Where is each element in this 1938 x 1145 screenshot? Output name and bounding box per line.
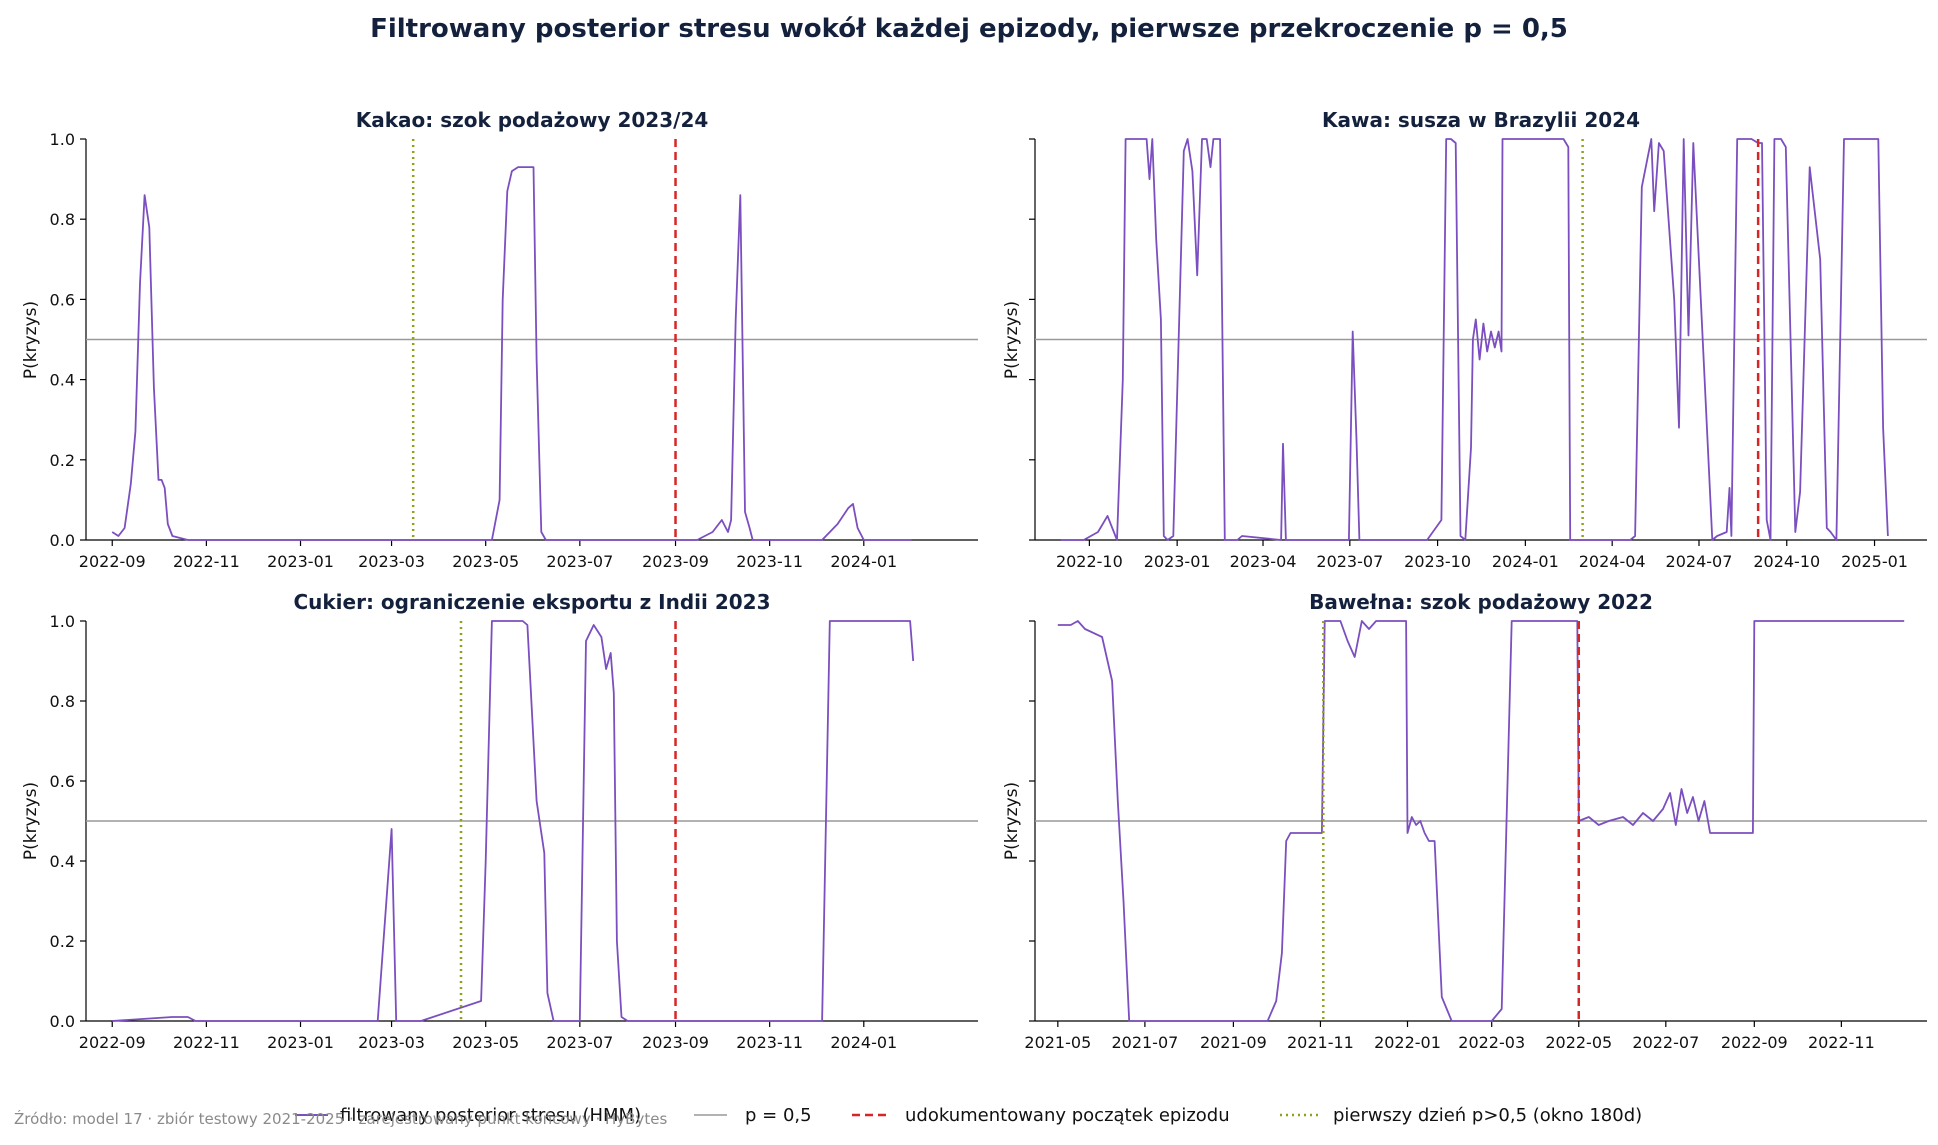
x-tick-label: 2023-09 [642,1033,709,1052]
x-tick-label: 2022-07 [1632,1033,1699,1052]
x-tick-label: 2023-03 [358,1033,425,1052]
x-tick-label: 2024-01 [830,552,897,571]
panel-cukier: Cukier: ograniczenie eksportu z Indii 20… [21,590,978,1052]
x-tick-label: 2023-10 [1404,552,1471,571]
x-tick-label: 2023-05 [452,552,519,571]
y-axis-label: P(kryzys) [21,782,41,860]
posterior-line [112,620,915,1022]
legend-label-first-cross: pierwszy dzień p>0,5 (okno 180d) [1333,1105,1642,1126]
legend-label-posterior: filtrowany posterior stresu (HMM) [340,1105,641,1126]
panel-title: Bawełna: szok podażowy 2022 [1309,590,1653,614]
x-tick-label: 2024-04 [1579,552,1646,571]
x-tick-label: 2023-09 [642,552,709,571]
x-tick-label: 2023-07 [546,552,613,571]
figure-title: Filtrowany posterior stresu wokół każdej… [370,14,1568,44]
posterior-line [1060,138,1889,541]
x-tick-label: 2022-09 [79,1033,146,1052]
x-tick-label: 2021-11 [1287,1033,1354,1052]
y-tick-label: 0.0 [50,531,75,550]
panel-title: Kakao: szok podażowy 2023/24 [356,108,709,132]
x-tick-label: 2022-11 [1808,1033,1875,1052]
x-tick-label: 2023-11 [736,552,803,571]
x-tick-label: 2022-09 [1721,1033,1788,1052]
panel-kawa: Kawa: susza w Brazylii 2024 P(kryzys) 20… [1002,108,1927,571]
x-tick-label: 2024-10 [1753,552,1820,571]
x-tick-label: 2021-09 [1200,1033,1267,1052]
x-tick-label: 2023-04 [1230,552,1297,571]
legend: filtrowany posterior stresu (HMM) p = 0,… [295,1105,1642,1126]
y-tick-label: 1.0 [50,130,75,149]
x-tick-label: 2023-01 [267,552,334,571]
legend-label-threshold: p = 0,5 [745,1105,812,1126]
x-tick-label: 2022-03 [1458,1033,1525,1052]
y-axis-label: P(kryzys) [21,301,41,379]
x-tick-label: 2023-05 [452,1033,519,1052]
y-axis-label: P(kryzys) [1002,301,1022,379]
x-tick-label: 2021-07 [1111,1033,1178,1052]
x-tick-label: 2023-01 [267,1033,334,1052]
x-tick-label: 2024-01 [1492,552,1559,571]
source-note: Źródło: model 17 · zbiór testowy 2021-20… [14,1109,667,1128]
x-tick-label: 2023-07 [546,1033,613,1052]
x-tick-label: 2023-07 [1316,552,1383,571]
panel-bawelna: Bawełna: szok podażowy 2022 P(kryzys) 20… [1002,590,1927,1052]
x-tick-label: 2023-11 [736,1033,803,1052]
panel-kakao: Kakao: szok podażowy 2023/24 P(kryzys) 0… [21,108,978,571]
y-tick-label: 0.6 [50,290,75,309]
y-tick-label: 0.4 [50,852,75,871]
x-tick-label: 2025-01 [1841,552,1908,571]
panel-title: Kawa: susza w Brazylii 2024 [1322,108,1640,132]
x-tick-label: 2024-01 [830,1033,897,1052]
x-tick-label: 2022-09 [79,552,146,571]
y-tick-label: 0.8 [50,692,75,711]
posterior-line [111,166,912,541]
x-tick-label: 2022-01 [1374,1033,1441,1052]
x-tick-label: 2023-01 [1144,552,1211,571]
x-tick-label: 2021-05 [1024,1033,1091,1052]
x-tick-label: 2023-03 [358,552,425,571]
panel-title: Cukier: ograniczenie eksportu z Indii 20… [293,590,770,614]
y-tick-label: 0.0 [50,1012,75,1031]
y-tick-label: 0.6 [50,772,75,791]
y-tick-label: 0.2 [50,932,75,951]
y-tick-label: 0.4 [50,371,75,390]
posterior-line [1057,620,1905,1022]
y-tick-label: 0.2 [50,451,75,470]
x-tick-label: 2022-05 [1545,1033,1612,1052]
legend-label-onset: udokumentowany początek epizodu [905,1105,1230,1126]
y-tick-label: 1.0 [50,612,75,631]
x-tick-label: 2024-07 [1666,552,1733,571]
x-tick-label: 2022-10 [1056,552,1123,571]
y-axis-label: P(kryzys) [1002,782,1022,860]
x-tick-label: 2022-11 [173,552,240,571]
x-tick-label: 2022-11 [173,1033,240,1052]
y-tick-label: 0.8 [50,210,75,229]
